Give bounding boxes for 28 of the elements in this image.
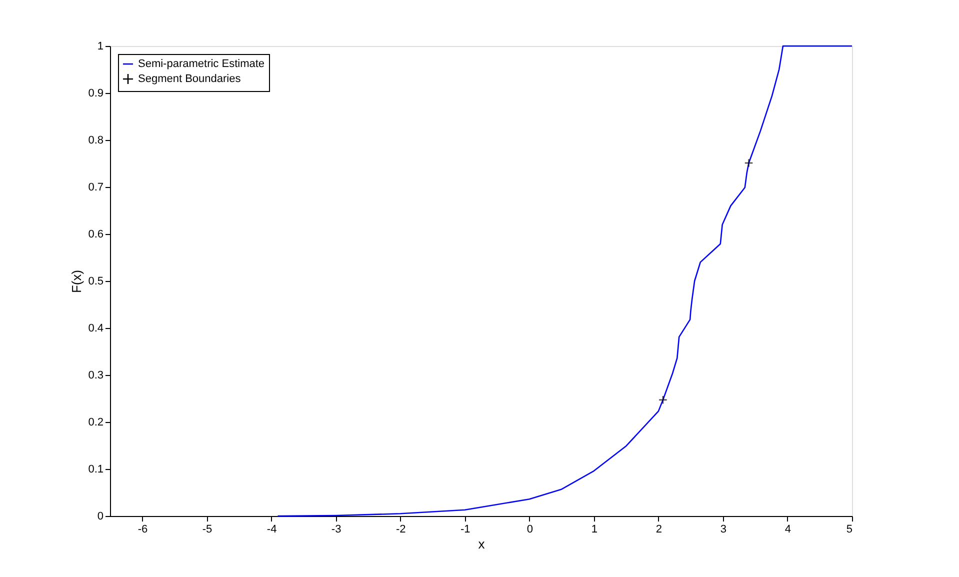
y-tick-label: 0.4 <box>88 322 104 334</box>
y-tick-label: 0.5 <box>88 276 104 288</box>
x-tick-label: 4 <box>784 524 792 536</box>
x-tick-label: 2 <box>656 524 662 536</box>
x-tick-label: 3 <box>720 524 727 536</box>
legend-label: Semi-parametric Estimate <box>138 58 265 70</box>
x-tick-label: -3 <box>331 524 342 536</box>
y-tick-label: 0 <box>97 510 104 522</box>
y-axis-title: F(x) <box>69 270 84 294</box>
x-tick-label: -4 <box>266 524 277 536</box>
y-tick-label: 0.2 <box>88 416 104 428</box>
y-tick-label: 1 <box>97 40 104 52</box>
x-tick-label: -1 <box>460 524 470 536</box>
y-tick-label: 0.3 <box>88 370 104 382</box>
x-tick-label: -2 <box>396 524 406 536</box>
x-tick-label: -5 <box>202 524 212 536</box>
legend-label: Segment Boundaries <box>138 73 242 85</box>
y-tick-label: 0.6 <box>88 228 104 240</box>
x-tick-label: 5 <box>846 524 852 536</box>
x-tick-label: 1 <box>591 524 598 536</box>
y-tick-label: 0.9 <box>88 88 104 100</box>
y-tick-label: 0.1 <box>88 464 104 476</box>
x-tick-label: 0 <box>526 524 533 536</box>
y-tick-label: 0.8 <box>88 134 104 146</box>
y-tick-label: 0.7 <box>88 182 104 194</box>
x-axis-title: x <box>478 536 486 552</box>
line-series <box>277 45 853 517</box>
x-tick-label: -6 <box>138 524 148 536</box>
